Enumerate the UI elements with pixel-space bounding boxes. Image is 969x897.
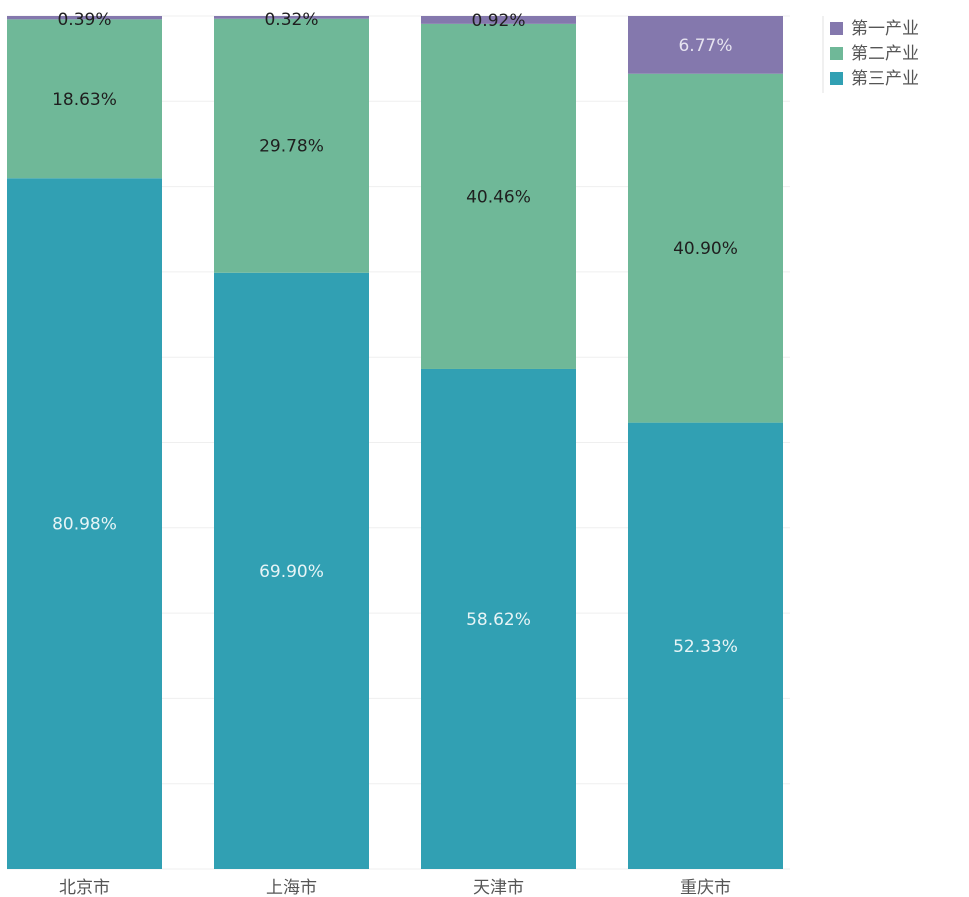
data-label: 40.46% [466,187,531,207]
legend-item[interactable]: 第一产业 [830,19,919,39]
data-label: 29.78% [259,137,324,157]
bar-segment[interactable] [421,368,576,869]
bar-segment[interactable] [628,422,783,869]
legend-swatch [830,47,843,60]
bar-stack[interactable] [628,16,783,869]
data-label: 6.77% [678,36,732,56]
data-label: 58.62% [466,610,531,630]
data-label: 69.90% [259,562,324,582]
category-label: 天津市 [473,878,524,897]
bar-segment[interactable] [7,19,162,179]
category-label: 北京市 [59,878,110,897]
bar-segment[interactable] [628,16,783,74]
legend-item[interactable]: 第二产业 [830,44,919,64]
legend-swatch [830,22,843,35]
bar-stack[interactable] [421,16,576,869]
legend-label: 第一产业 [851,19,919,39]
bar-stack[interactable] [214,16,369,869]
bar-segment[interactable] [7,16,162,20]
bar-segment[interactable] [421,23,576,369]
bars [7,16,783,869]
legend-swatch [830,72,843,85]
bar-segment[interactable] [7,178,162,869]
data-label: 40.90% [673,239,738,259]
data-label: 18.63% [52,90,117,110]
bar-segment[interactable] [214,18,369,273]
bar-segment[interactable] [628,73,783,423]
data-label: 52.33% [673,637,738,657]
bar-segment[interactable] [214,16,369,19]
data-label: 80.98% [52,515,117,535]
legend-label: 第二产业 [851,44,919,64]
data-label: 0.32% [264,10,318,30]
legend-item[interactable]: 第三产业 [830,69,919,89]
category-label: 重庆市 [680,878,731,897]
x-axis: 北京市 上海市 天津市 重庆市 [59,878,731,897]
bar-segment[interactable] [421,16,576,24]
data-label: 0.39% [57,10,111,30]
legend-label: 第三产业 [851,69,919,89]
data-labels: 80.98% 18.63% 0.39% 69.90% 29.78% 0.32% 58.62%… [52,10,738,657]
bar-segment[interactable] [214,272,369,869]
data-label: 0.92% [471,11,525,31]
category-label: 上海市 [266,878,317,897]
bar-stack[interactable] [7,16,162,869]
